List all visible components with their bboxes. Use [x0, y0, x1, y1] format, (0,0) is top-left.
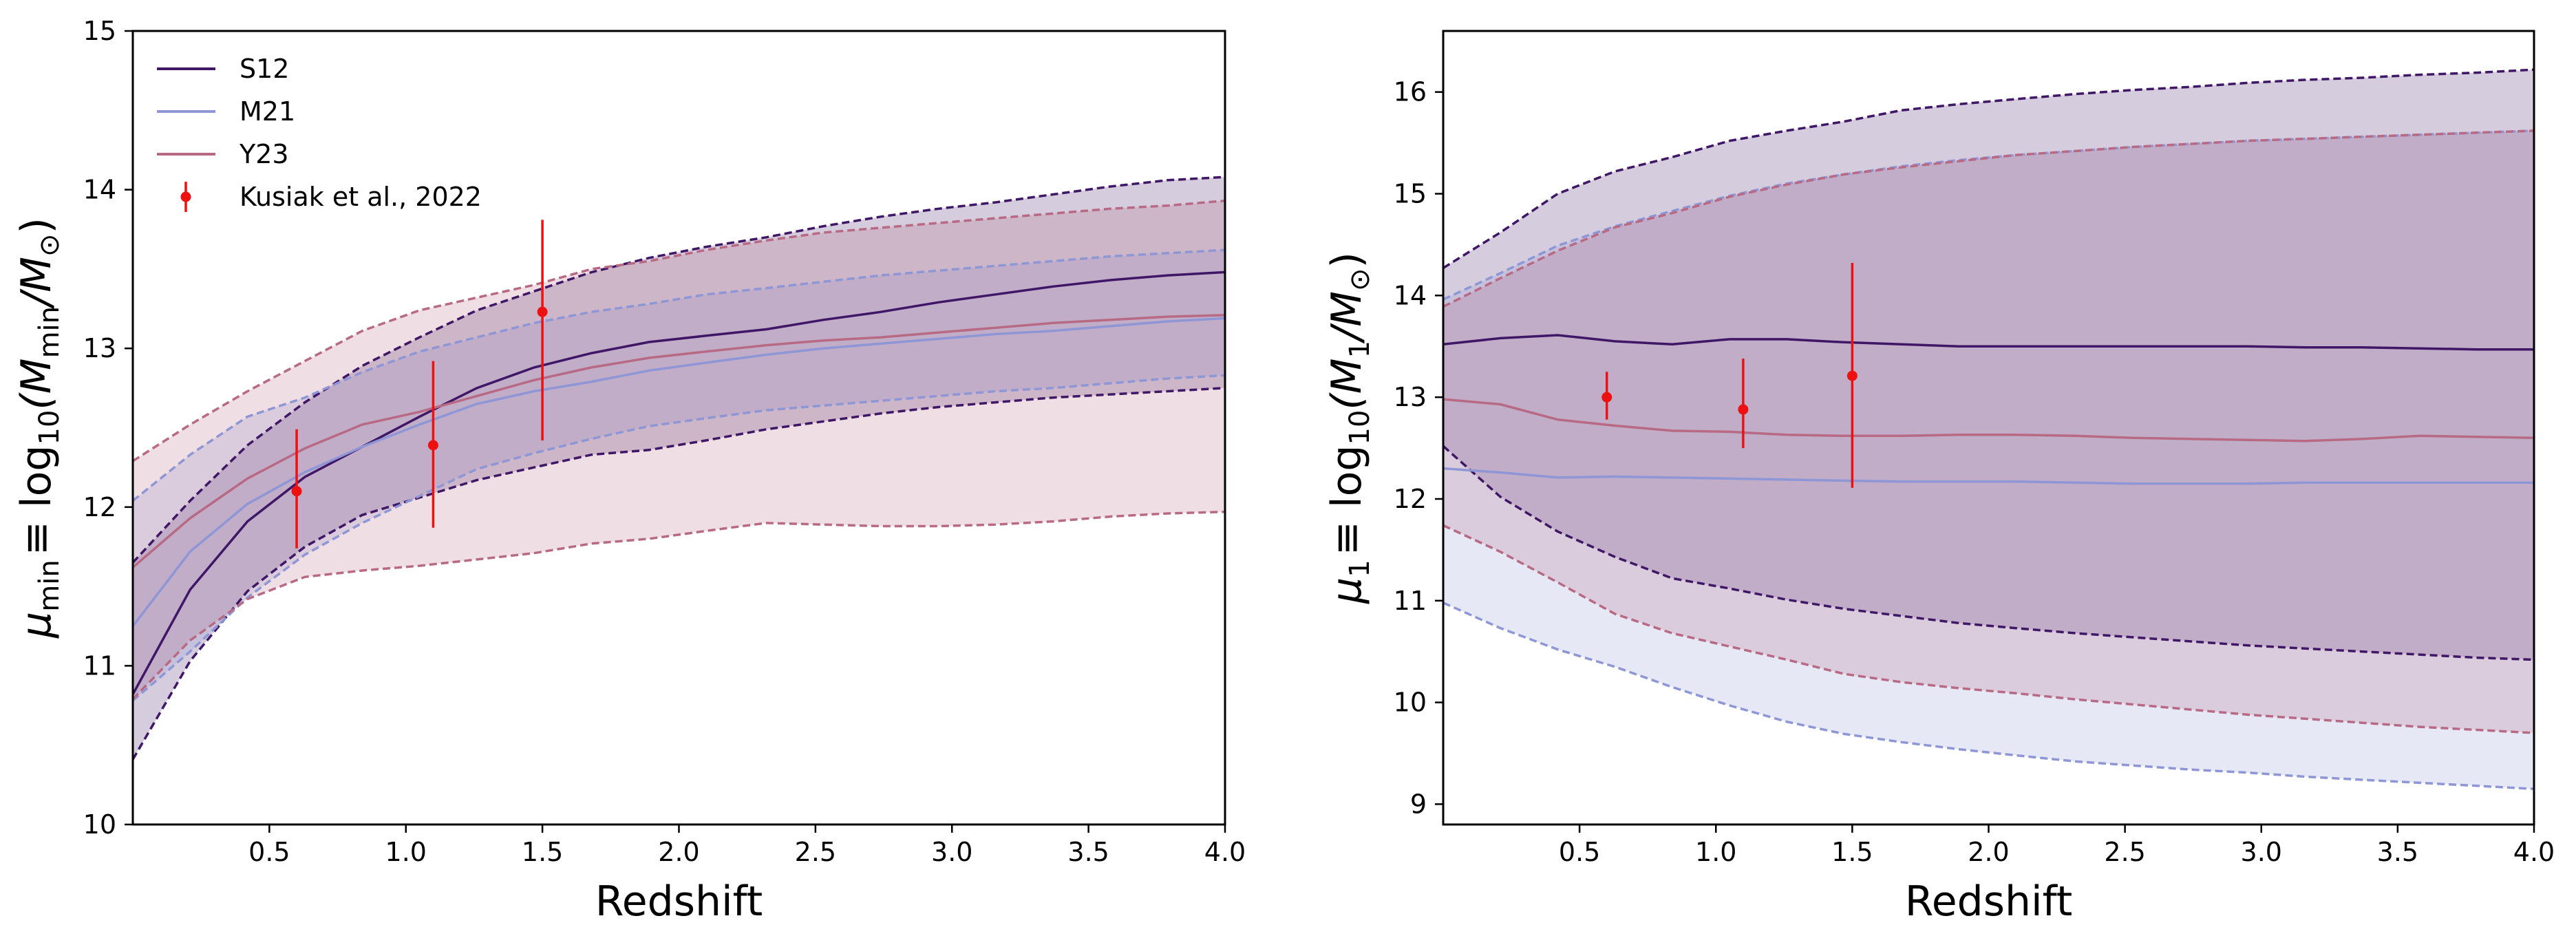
- y-axis-label-part: (M: [12, 358, 61, 409]
- y-axis-label-part: ≡ log: [1323, 445, 1371, 556]
- lower-bound-s12: [133, 387, 1225, 760]
- x-tick-label: 1.5: [1831, 837, 1873, 867]
- upper-bound-m21: [133, 248, 1225, 502]
- y-tick-label: 16: [1394, 77, 1427, 107]
- y-axis-label-part: ≡ log: [12, 445, 61, 556]
- median-line-y23: [1443, 398, 2534, 443]
- lower-bound-y23: [1443, 524, 2534, 734]
- y-tick-label: 10: [1394, 688, 1427, 718]
- x-tick-label: 2.5: [2104, 837, 2145, 867]
- y-tick-label: 14: [83, 175, 116, 205]
- band-s12: [1443, 70, 2534, 660]
- plot-area: [1443, 68, 2534, 791]
- data-point: [1738, 404, 1749, 415]
- y-axis-label-part: /M: [1323, 291, 1371, 344]
- y-axis-label-part: ⊙: [34, 233, 65, 257]
- upper-bound-y23: [1443, 129, 2534, 308]
- x-tick-label: 2.5: [795, 837, 836, 867]
- band-s12: [133, 177, 1225, 760]
- median-line-y23: [133, 314, 1225, 568]
- legend-label-m21: M21: [239, 96, 295, 127]
- x-tick-label: 0.5: [248, 837, 290, 867]
- x-tick-label: 1.0: [385, 837, 427, 867]
- upper-bound-s12: [1443, 68, 2534, 269]
- y-tick-label: 11: [83, 650, 116, 681]
- band-y23: [133, 200, 1225, 699]
- y-axis-label-part: ⊙: [1344, 268, 1376, 291]
- x-axis-label: Redshift: [1905, 877, 2073, 926]
- y-axis-label-part: /M: [12, 257, 61, 310]
- data-point: [291, 486, 302, 497]
- lower-bound-m21: [1443, 602, 2534, 791]
- x-tick-label: 3.5: [2377, 837, 2418, 867]
- x-tick-label: 4.0: [2513, 837, 2555, 867]
- y-tick-label: 12: [83, 492, 116, 522]
- y-tick-label: 14: [1394, 280, 1427, 310]
- x-tick-label: 1.0: [1695, 837, 1736, 867]
- data-point: [537, 306, 548, 317]
- legend-label-y23: Y23: [239, 139, 289, 169]
- upper-bound-y23: [133, 199, 1225, 462]
- legend: S12 M21 Y23 Kusiak et al., 2022: [157, 54, 482, 212]
- legend-point-swatch: [180, 191, 191, 202]
- y-tick-label: 9: [1410, 789, 1427, 819]
- median-line-s12: [133, 270, 1225, 695]
- x-tick-label: 2.0: [1968, 837, 2009, 867]
- y-axis-label-part: min: [34, 560, 65, 611]
- y-axis-label-part: ): [1323, 252, 1371, 268]
- y-tick-label: 13: [83, 333, 116, 363]
- left-panel: 0.5 1.0 1.5 2.0 2.5 3.0 3.5 4.0 10 11 12 13 14 15 Reds…: [12, 16, 1246, 926]
- x-tick-label: 1.5: [522, 837, 563, 867]
- y-tick-label: 10: [83, 809, 116, 840]
- x-axis-label: Redshift: [595, 877, 763, 926]
- lower-bound-s12: [1443, 445, 2534, 661]
- lower-bound-m21: [133, 374, 1225, 702]
- y-axis-label-part: μ: [12, 612, 61, 639]
- x-tick-label: 2.0: [658, 837, 699, 867]
- y-tick-label: 15: [83, 16, 116, 46]
- y-axis-label-part: μ: [1323, 577, 1371, 604]
- lower-bound-y23: [133, 510, 1225, 701]
- data-point: [1846, 370, 1858, 381]
- y-axis-label-part: ): [12, 217, 61, 233]
- band-m21: [1443, 130, 2534, 789]
- upper-bound-s12: [133, 175, 1225, 564]
- median-line-m21: [1443, 467, 2534, 485]
- legend-label-kusiak: Kusiak et al., 2022: [239, 182, 482, 212]
- y-tick-label: 15: [1394, 179, 1427, 209]
- y-axis-label-part: 10: [1344, 410, 1376, 445]
- y-axis-label: μ1≡ log10(M1/M⊙): [1323, 252, 1376, 604]
- band-m21: [133, 250, 1225, 701]
- x-tick-label: 3.0: [2241, 837, 2282, 867]
- legend-label-s12: S12: [239, 54, 289, 84]
- y-axis-label-part: (M: [1323, 358, 1371, 409]
- y-tick-label: 12: [1394, 484, 1427, 514]
- y-axis-label-part: 1: [1344, 341, 1376, 358]
- right-panel: 0.5 1.0 1.5 2.0 2.5 3.0 3.5 4.0910111213141516R…: [1323, 30, 2555, 926]
- y-axis-label-part: min: [34, 306, 65, 358]
- data-point: [427, 440, 438, 451]
- band-y23: [1443, 130, 2534, 733]
- y-axis-label-part: 1: [1344, 560, 1376, 577]
- y-tick-label: 11: [1394, 586, 1427, 616]
- x-tick-label: 3.5: [1067, 837, 1109, 867]
- data-point: [1601, 392, 1612, 403]
- x-tick-label: 0.5: [1559, 837, 1600, 867]
- plot-area: [133, 175, 1225, 760]
- median-line-s12: [1443, 334, 2534, 351]
- y-tick-label: 13: [1394, 382, 1427, 412]
- x-tick-label: 4.0: [1204, 837, 1246, 867]
- x-tick-label: 3.0: [931, 837, 972, 867]
- y-axis-label: μmin≡ log10(Mmin/M⊙): [12, 217, 65, 639]
- y-axis-label-part: 10: [34, 410, 65, 445]
- median-line-m21: [133, 317, 1225, 627]
